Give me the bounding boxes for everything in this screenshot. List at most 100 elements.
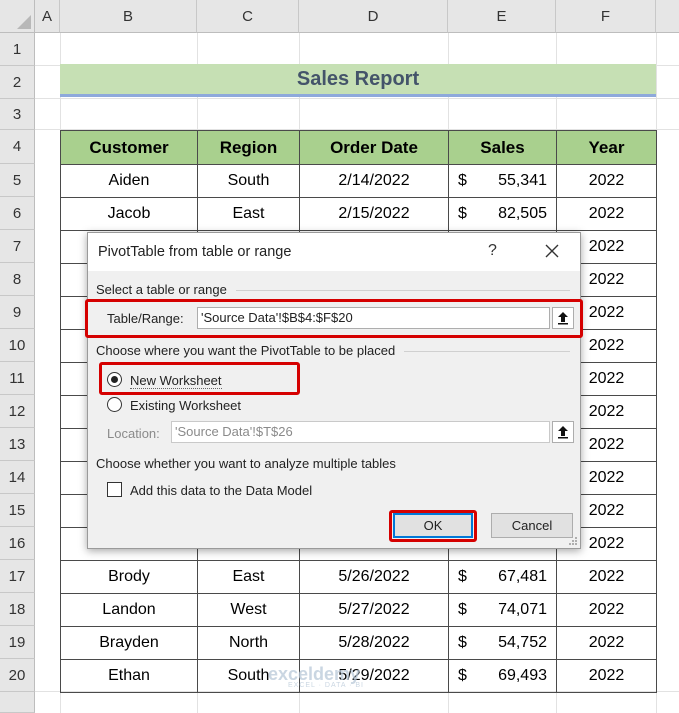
- cell-region[interactable]: South: [197, 164, 300, 198]
- highlight-ok-button: [389, 510, 477, 542]
- cell-customer[interactable]: Jacob: [60, 197, 198, 231]
- cell-year[interactable]: 2022: [556, 197, 657, 231]
- cell-order-date[interactable]: 2/14/2022: [299, 164, 449, 198]
- cell-customer[interactable]: Brayden: [60, 626, 198, 660]
- cell-region[interactable]: North: [197, 626, 300, 660]
- sales-amount: 54,752: [498, 634, 547, 651]
- cell-region[interactable]: East: [197, 197, 300, 231]
- existing-worksheet-label[interactable]: Existing Worksheet: [130, 398, 242, 413]
- dialog-title: PivotTable from table or range: [98, 244, 292, 260]
- row-header-18[interactable]: 18: [0, 593, 35, 626]
- cell-sales[interactable]: $67,481: [448, 560, 557, 594]
- table-range-input[interactable]: 'Source Data'!$B$4:$F$20: [197, 307, 550, 329]
- table-range-label: Table/Range:: [107, 311, 184, 326]
- row-header-1[interactable]: 1: [0, 33, 35, 66]
- column-header-a[interactable]: A: [35, 0, 60, 33]
- cell-customer[interactable]: Brody: [60, 560, 198, 594]
- row-header-6[interactable]: 6: [0, 197, 35, 230]
- select-all-corner[interactable]: [0, 0, 35, 33]
- row-header-3[interactable]: 3: [0, 99, 35, 130]
- header-customer[interactable]: Customer: [60, 130, 198, 165]
- cell-sales[interactable]: $54,752: [448, 626, 557, 660]
- header-year[interactable]: Year: [556, 130, 657, 165]
- gridline: [35, 98, 679, 99]
- row-header-13[interactable]: 13: [0, 428, 35, 461]
- header-order-date[interactable]: Order Date: [299, 130, 449, 165]
- row-header-15[interactable]: 15: [0, 494, 35, 527]
- sales-amount: 74,071: [498, 601, 547, 618]
- help-button[interactable]: ?: [488, 242, 497, 259]
- row-header-2[interactable]: 2: [0, 66, 35, 99]
- cell-year[interactable]: 2022: [556, 560, 657, 594]
- row-header-7[interactable]: 7: [0, 230, 35, 263]
- row-header-10[interactable]: 10: [0, 329, 35, 362]
- cell-order-date[interactable]: 2/15/2022: [299, 197, 449, 231]
- cell-sales[interactable]: $82,505: [448, 197, 557, 231]
- dialog-titlebar[interactable]: PivotTable from table or range ?: [88, 233, 580, 271]
- location-collapse-button[interactable]: [552, 421, 574, 443]
- location-label: Location:: [107, 426, 160, 441]
- row-header-20[interactable]: 20: [0, 659, 35, 692]
- cancel-button[interactable]: Cancel: [491, 513, 573, 538]
- new-worksheet-label[interactable]: New Worksheet: [130, 373, 222, 389]
- cell-region[interactable]: East: [197, 560, 300, 594]
- row-header-12[interactable]: 12: [0, 395, 35, 428]
- cell-region[interactable]: West: [197, 593, 300, 627]
- watermark-tagline: EXCEL · DATA · BI: [288, 682, 364, 689]
- cell-region[interactable]: South: [197, 659, 300, 693]
- row-header-16[interactable]: 16: [0, 527, 35, 560]
- location-input[interactable]: 'Source Data'!$T$26: [171, 421, 550, 443]
- cell-customer[interactable]: Ethan: [60, 659, 198, 693]
- column-header-g[interactable]: [656, 0, 679, 33]
- cell-order-date[interactable]: 5/28/2022: [299, 626, 449, 660]
- data-model-checkbox[interactable]: [107, 482, 122, 497]
- cell-year[interactable]: 2022: [556, 593, 657, 627]
- currency-symbol: $: [458, 205, 467, 222]
- column-header-d[interactable]: D: [299, 0, 448, 33]
- row-header-11[interactable]: 11: [0, 362, 35, 395]
- section-multiple-tables-label: Choose whether you want to analyze multi…: [96, 456, 396, 471]
- new-worksheet-radio[interactable]: [107, 372, 122, 387]
- upload-arrow-icon: [558, 426, 568, 439]
- cell-order-date[interactable]: 5/29/2022: [299, 659, 449, 693]
- currency-symbol: $: [458, 172, 467, 189]
- cell-year[interactable]: 2022: [556, 659, 657, 693]
- column-header-b[interactable]: B: [60, 0, 197, 33]
- cell-order-date[interactable]: 5/26/2022: [299, 560, 449, 594]
- cell-sales[interactable]: $74,071: [448, 593, 557, 627]
- table-row: Brody East 5/26/2022 $67,481 2022: [60, 560, 657, 594]
- cell-order-date[interactable]: 5/27/2022: [299, 593, 449, 627]
- existing-worksheet-radio[interactable]: [107, 397, 122, 412]
- row-header-8[interactable]: 8: [0, 263, 35, 296]
- table-row: Landon West 5/27/2022 $74,071 2022: [60, 593, 657, 627]
- row-header-19[interactable]: 19: [0, 626, 35, 659]
- header-region[interactable]: Region: [197, 130, 300, 165]
- resize-grip-icon[interactable]: [568, 536, 578, 546]
- cell-sales[interactable]: $55,341: [448, 164, 557, 198]
- close-icon[interactable]: [540, 239, 564, 263]
- column-header-f[interactable]: F: [556, 0, 656, 33]
- row-header-21[interactable]: [0, 692, 35, 713]
- ok-button[interactable]: OK: [393, 513, 473, 538]
- column-header-c[interactable]: C: [197, 0, 299, 33]
- section-placement-label: Choose where you want the PivotTable to …: [96, 343, 396, 358]
- section-select-table-label: Select a table or range: [96, 282, 227, 297]
- cell-customer[interactable]: Aiden: [60, 164, 198, 198]
- sales-amount: 82,505: [498, 205, 547, 222]
- cell-year[interactable]: 2022: [556, 164, 657, 198]
- data-model-label[interactable]: Add this data to the Data Model: [130, 483, 313, 498]
- cell-sales[interactable]: $69,493: [448, 659, 557, 693]
- collapse-dialog-button[interactable]: [552, 307, 574, 329]
- cell-customer[interactable]: Landon: [60, 593, 198, 627]
- column-header-e[interactable]: E: [448, 0, 556, 33]
- report-title[interactable]: Sales Report: [60, 64, 656, 97]
- row-header-9[interactable]: 9: [0, 296, 35, 329]
- highlight-new-worksheet: [99, 362, 300, 395]
- row-header-17[interactable]: 17: [0, 560, 35, 593]
- row-header-4[interactable]: 4: [0, 130, 35, 164]
- cell-year[interactable]: 2022: [556, 626, 657, 660]
- row-header-5[interactable]: 5: [0, 164, 35, 197]
- watermark-logo: exceldemy EXCEL · DATA · BI: [268, 664, 364, 689]
- header-sales[interactable]: Sales: [448, 130, 557, 165]
- row-header-14[interactable]: 14: [0, 461, 35, 494]
